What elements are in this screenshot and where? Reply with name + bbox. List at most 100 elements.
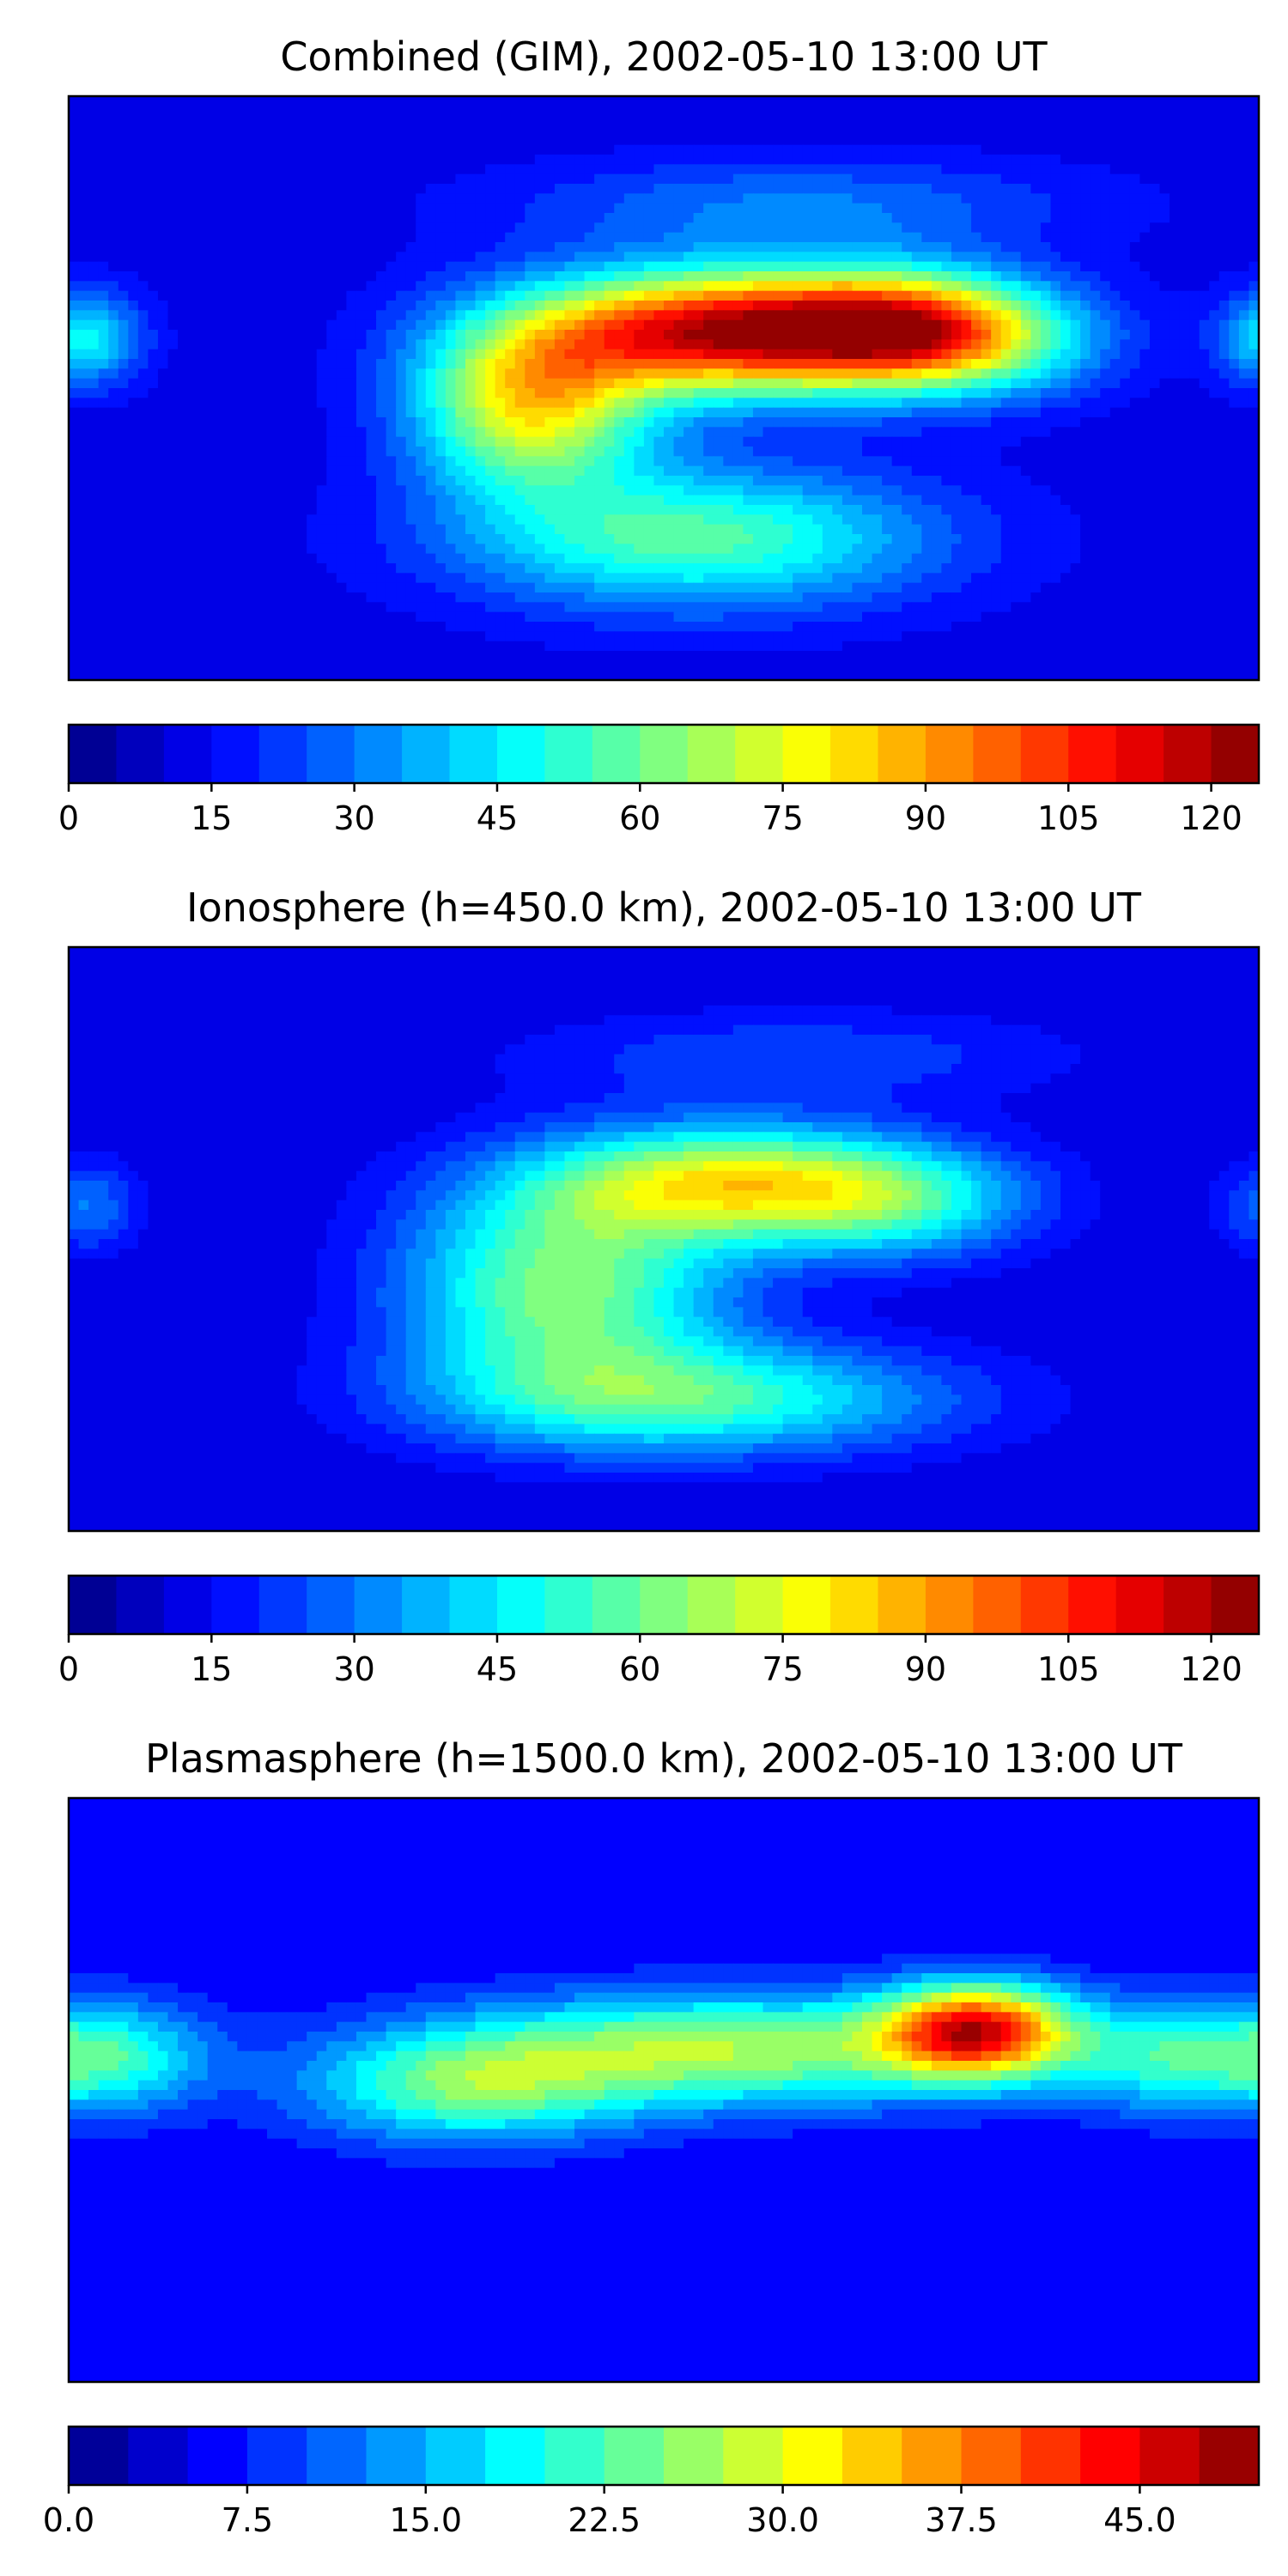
map-frame xyxy=(67,94,1261,682)
colorbar-swatch xyxy=(163,1576,212,1634)
colorbar-swatch xyxy=(163,725,212,783)
colorbar-swatch xyxy=(69,725,117,783)
colorbar-swatch xyxy=(592,725,641,783)
map-frame xyxy=(67,1796,1261,2384)
tec-field xyxy=(69,96,1259,680)
colorbar-swatch xyxy=(449,725,498,783)
colorbar-swatch xyxy=(735,725,784,783)
colorbar-swatch xyxy=(187,2427,248,2485)
colorbar: 0 15 30 45 60 75 90 105 120 xyxy=(58,723,1261,837)
colorbar-swatch xyxy=(544,2427,605,2485)
colorbar-swatch xyxy=(116,1576,165,1634)
colorbar-tick-label: 30 xyxy=(333,1650,374,1688)
colorbar-tick-label: 37.5 xyxy=(925,2501,998,2539)
colorbar-tick-label: 15 xyxy=(191,1650,232,1688)
colorbar-swatch xyxy=(354,725,403,783)
colorbar-swatch xyxy=(687,1576,736,1634)
colorbar-swatch xyxy=(841,2427,902,2485)
colorbar-swatch xyxy=(425,2427,486,2485)
colorbar-tick-label: 30.0 xyxy=(746,2501,819,2539)
colorbar-swatch xyxy=(69,2427,129,2485)
colorbar-swatch xyxy=(640,725,689,783)
colorbar-swatch xyxy=(782,725,831,783)
colorbar-tick-label: 90 xyxy=(905,1650,946,1688)
colorbar-swatch xyxy=(402,725,451,783)
colorbar-swatch xyxy=(1163,725,1212,783)
colorbar-swatch xyxy=(973,1576,1022,1634)
colorbar-tick-label: 60 xyxy=(619,799,660,837)
colorbar-tick-label: 120 xyxy=(1180,799,1242,837)
colorbar-tick-label: 0 xyxy=(58,1650,79,1688)
colorbar-swatch xyxy=(354,1576,403,1634)
colorbar-tick-label: 60 xyxy=(619,1650,660,1688)
colorbar-swatch xyxy=(307,2427,367,2485)
colorbar-swatch xyxy=(735,1576,784,1634)
colorbar-swatch xyxy=(687,725,736,783)
panel-1: Combined (GIM), 2002-05-10 13:00 UT 0 15 30… xyxy=(58,33,1261,837)
colorbar-swatch xyxy=(544,725,593,783)
colorbar-swatch xyxy=(211,1576,260,1634)
colorbar-swatch xyxy=(1020,1576,1069,1634)
colorbar-swatch xyxy=(258,1576,307,1634)
colorbar-swatch xyxy=(723,2427,784,2485)
colorbar-swatch xyxy=(1068,1576,1117,1634)
colorbar-swatch xyxy=(664,2427,724,2485)
colorbar-swatch xyxy=(1199,2427,1260,2485)
colorbar-swatch xyxy=(128,2427,189,2485)
colorbar-tick-label: 30 xyxy=(333,799,374,837)
colorbar-swatch xyxy=(258,725,307,783)
colorbar-swatch xyxy=(1020,2427,1081,2485)
colorbar-swatch xyxy=(1163,1576,1212,1634)
colorbar-swatch xyxy=(485,2427,545,2485)
colorbar-swatch xyxy=(544,1576,593,1634)
colorbar-swatch xyxy=(496,725,545,783)
panel-2: Ionosphere (h=450.0 km), 2002-05-10 13:0… xyxy=(58,884,1261,1688)
tec-field xyxy=(69,1798,1259,2382)
colorbar-swatch xyxy=(69,1576,117,1634)
colorbar-swatch xyxy=(830,1576,878,1634)
colorbar-swatch xyxy=(1211,725,1260,783)
colorbar-swatch xyxy=(902,2427,962,2485)
colorbar-swatch xyxy=(830,725,878,783)
colorbar-swatch xyxy=(592,1576,641,1634)
panel-title: Combined (GIM), 2002-05-10 13:00 UT xyxy=(280,33,1048,80)
colorbar-swatch xyxy=(496,1576,545,1634)
colorbar-swatch xyxy=(1020,725,1069,783)
colorbar-swatch xyxy=(246,2427,307,2485)
colorbar-tick-label: 45 xyxy=(477,799,518,837)
colorbar-swatch xyxy=(878,1576,927,1634)
colorbar-tick-label: 90 xyxy=(905,799,946,837)
colorbar-swatch xyxy=(925,1576,974,1634)
colorbar-swatch xyxy=(640,1576,689,1634)
tec-field xyxy=(69,947,1259,1531)
colorbar-swatch xyxy=(925,725,974,783)
colorbar-tick-label: 22.5 xyxy=(568,2501,641,2539)
colorbar-swatch xyxy=(307,1576,355,1634)
colorbar-swatch xyxy=(1139,2427,1200,2485)
colorbar-swatch xyxy=(307,725,355,783)
panel-title: Plasmasphere (h=1500.0 km), 2002-05-10 1… xyxy=(145,1735,1183,1782)
colorbar-tick-label: 0.0 xyxy=(43,2501,94,2539)
colorbar-tick-label: 75 xyxy=(762,799,803,837)
colorbar-swatch xyxy=(973,725,1022,783)
colorbar-swatch xyxy=(366,2427,427,2485)
colorbar-swatch xyxy=(1115,1576,1164,1634)
colorbar-swatch xyxy=(782,2427,843,2485)
colorbar-swatch xyxy=(878,725,927,783)
colorbar: 0 15 30 45 60 75 90 105 120 xyxy=(58,1574,1261,1688)
colorbar-tick-label: 45 xyxy=(477,1650,518,1688)
colorbar-tick-label: 0 xyxy=(58,799,79,837)
colorbar-swatch xyxy=(116,725,165,783)
panel-3: Plasmasphere (h=1500.0 km), 2002-05-10 1… xyxy=(43,1735,1261,2539)
colorbar-tick-label: 75 xyxy=(762,1650,803,1688)
colorbar-tick-label: 7.5 xyxy=(222,2501,273,2539)
colorbar-swatch xyxy=(782,1576,831,1634)
colorbar-swatch xyxy=(1211,1576,1260,1634)
colorbar-swatch xyxy=(402,1576,451,1634)
panel-title: Ionosphere (h=450.0 km), 2002-05-10 13:0… xyxy=(186,884,1142,931)
colorbar-swatch xyxy=(449,1576,498,1634)
colorbar-tick-label: 105 xyxy=(1037,1650,1100,1688)
colorbar-tick-label: 120 xyxy=(1180,1650,1242,1688)
colorbar-swatch xyxy=(1068,725,1117,783)
